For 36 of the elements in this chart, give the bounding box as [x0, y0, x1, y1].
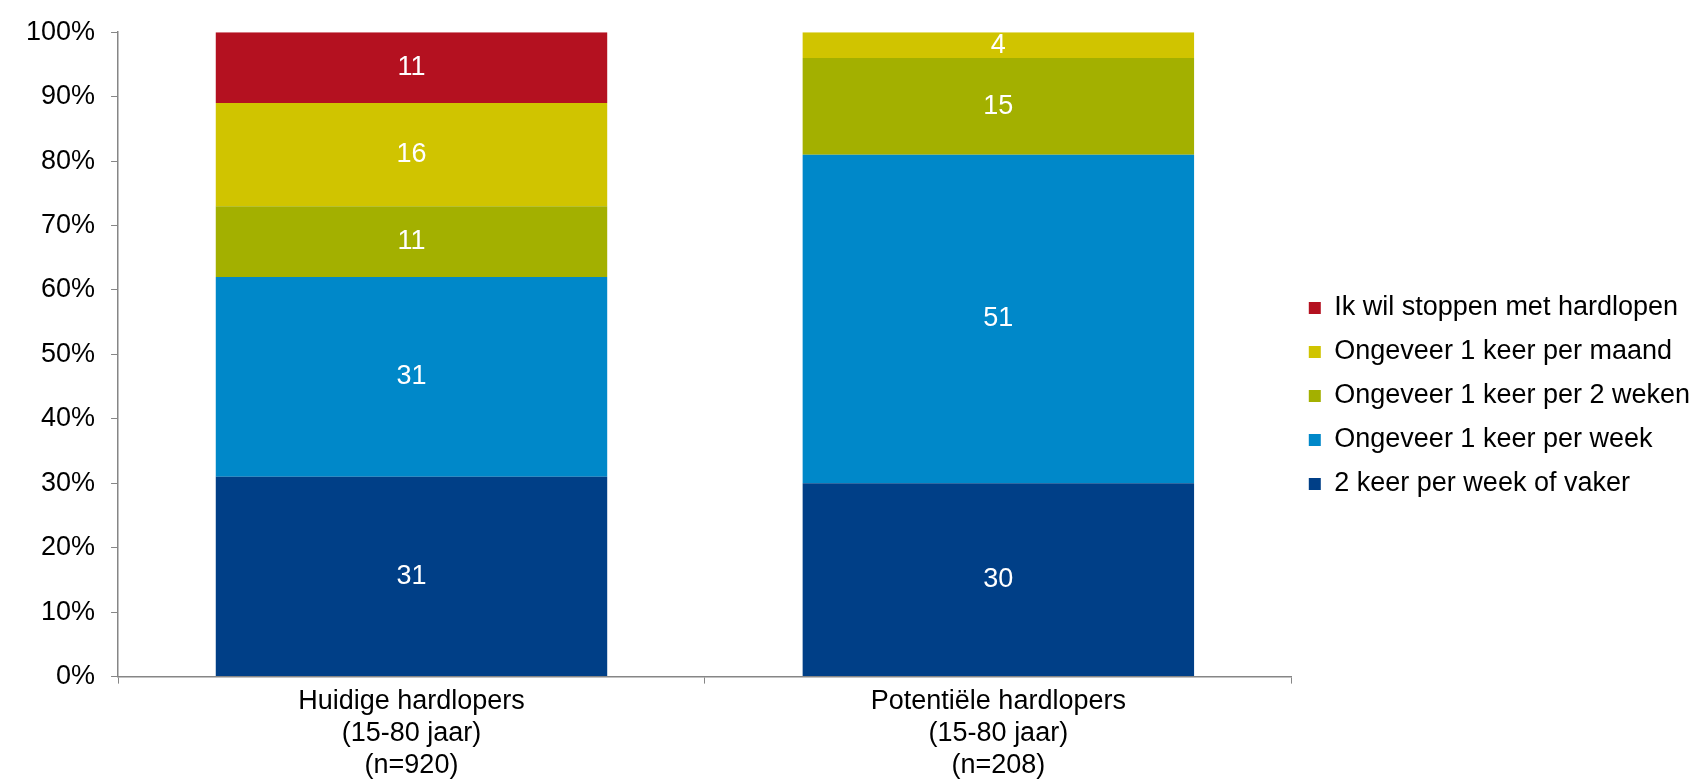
data-label: 31	[396, 559, 427, 590]
y-tick-label: 30%	[41, 466, 96, 497]
data-label: 51	[983, 302, 1014, 333]
y-tick-label: 50%	[41, 337, 96, 368]
legend-label: 2 keer per week of vaker	[1334, 467, 1630, 498]
bar	[215, 206, 608, 278]
legend-label: Ik wil stoppen met hardlopen	[1334, 291, 1678, 322]
bar	[215, 277, 608, 477]
data-label: 11	[397, 51, 426, 82]
y-tick-label: 100%	[25, 15, 96, 46]
data-label: 16	[396, 138, 427, 169]
y-tick-label: 70%	[41, 208, 96, 239]
bar	[802, 32, 1195, 58]
x-tick-label: Potentiële hardlopers (15-80 jaar) (n=208)	[870, 685, 1126, 780]
data-label: 11	[397, 225, 426, 256]
y-tick-label: 40%	[41, 402, 96, 433]
bar	[215, 476, 608, 677]
bar	[802, 57, 1195, 155]
data-label: 15	[983, 89, 1014, 120]
y-tick-label: 60%	[41, 273, 96, 304]
y-tick-label: 80%	[41, 144, 96, 175]
legend-label: Ongeveer 1 keer per maand	[1334, 335, 1672, 366]
legend-label: Ongeveer 1 keer per week	[1334, 423, 1653, 454]
y-tick-label: 20%	[41, 531, 96, 562]
legend-label: Ongeveer 1 keer per 2 weken	[1334, 379, 1691, 410]
data-label: 30	[983, 563, 1014, 594]
bar	[215, 32, 608, 104]
y-tick-label: 10%	[41, 595, 96, 626]
bar	[215, 103, 608, 207]
bar	[802, 154, 1195, 484]
data-label: 4	[990, 28, 1006, 59]
y-tick-label: 90%	[41, 80, 96, 111]
bar	[802, 483, 1195, 677]
y-tick-label: 0%	[56, 660, 96, 691]
data-label: 31	[396, 360, 427, 391]
x-tick-label: Huidige hardlopers (15-80 jaar) (n=920)	[298, 685, 525, 780]
